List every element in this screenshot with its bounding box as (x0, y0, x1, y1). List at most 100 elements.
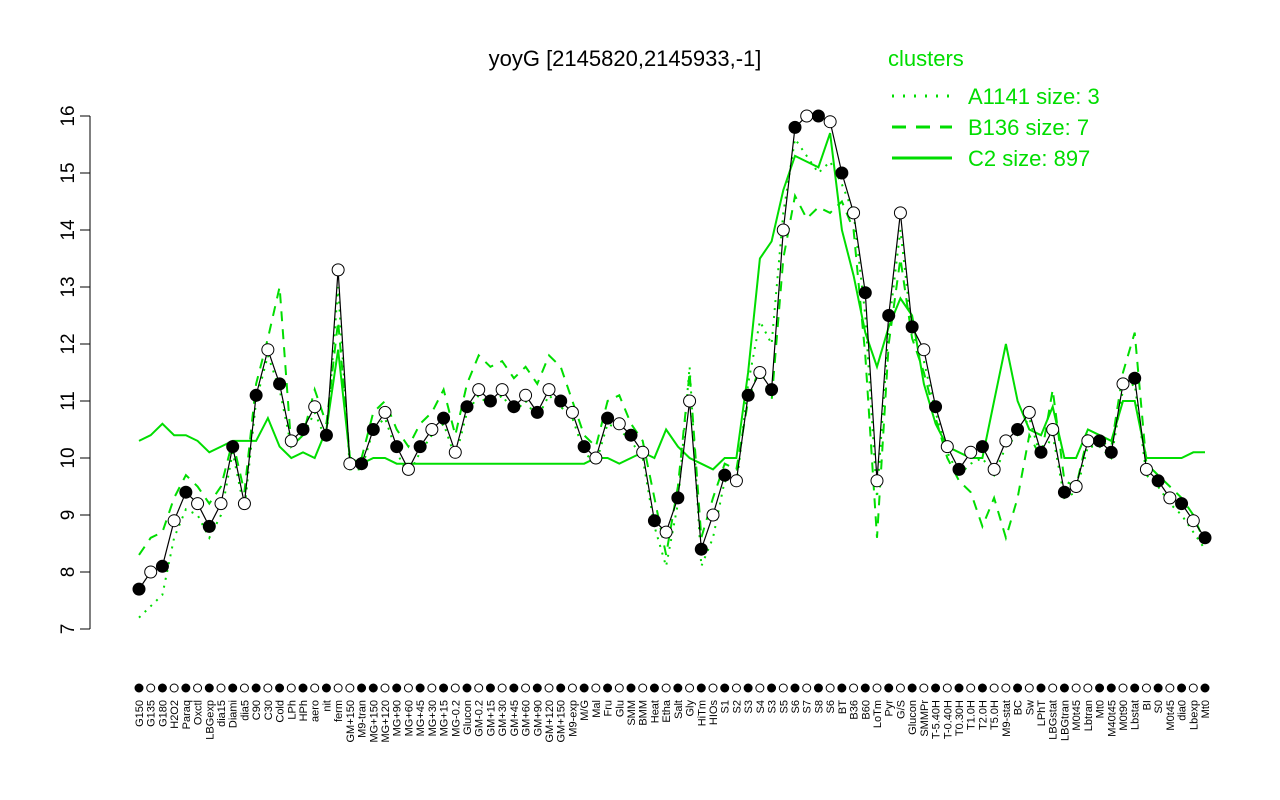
data-point (155, 559, 169, 573)
rug-point (216, 683, 226, 693)
data-point (694, 542, 708, 556)
y-tick-label: 14 (58, 219, 79, 241)
rug-point (380, 683, 390, 693)
x-tick-label: dia15 (216, 700, 228, 727)
data-point (741, 388, 755, 402)
data-point (401, 462, 415, 476)
legend-entry-c2: C2 size: 897 (968, 146, 1090, 171)
data-point (765, 383, 779, 397)
x-tick-label: Gly (685, 700, 697, 717)
x-tick-label: B36 (849, 700, 861, 720)
x-tick-label: M0t45 (1071, 700, 1083, 731)
data-point (413, 440, 427, 454)
data-point (1081, 434, 1095, 448)
y-tick-label: 11 (58, 391, 79, 411)
data-point (366, 423, 380, 436)
data-point (1093, 434, 1107, 448)
data-point (1186, 514, 1200, 528)
data-point (425, 423, 439, 436)
rug-point (1177, 683, 1187, 693)
x-tick-label: Cold (275, 700, 287, 723)
data-point (296, 423, 310, 436)
data-point (355, 457, 369, 471)
x-tick-label: LBGexp (204, 700, 216, 740)
rug-point (603, 683, 613, 693)
rug-point (591, 683, 601, 693)
data-point (964, 445, 978, 459)
data-point (1175, 497, 1189, 511)
y-tick-label: 9 (58, 510, 79, 521)
x-tick-label: Salt (673, 700, 685, 719)
data-point (144, 565, 158, 579)
rug-point (415, 683, 425, 693)
rug-point (708, 683, 718, 693)
rug-point (239, 683, 249, 693)
data-point (1034, 445, 1048, 459)
data-point (273, 377, 287, 391)
x-tick-labels: G150 G135 G180 H2O2 Paraq Oxctl LBGexp dia15 Dia… (134, 699, 1212, 742)
x-tick-label: C30 (263, 700, 275, 720)
x-tick-label: G/S (895, 700, 907, 719)
data-point (589, 451, 603, 465)
data-point (437, 411, 451, 425)
rug-point (392, 683, 402, 693)
rug-point (1083, 683, 1093, 693)
x-tick-label: Lbexp (1188, 700, 1200, 730)
x-tick-label: C90 (251, 700, 263, 720)
x-tick-label: HPh (298, 700, 310, 721)
x-tick-label: T5.0H (989, 700, 1001, 730)
x-tick-label: Lbstat (1130, 700, 1142, 730)
rug-point (146, 683, 156, 693)
data-point (519, 388, 533, 402)
data-point (565, 405, 579, 419)
x-tick-label: Pyr (884, 700, 896, 717)
x-tick-label: Mal (591, 700, 603, 718)
rug-point (532, 683, 542, 693)
x-tick-label: GM+30 (497, 700, 509, 736)
rug-point (298, 683, 308, 693)
x-tick-label: ferm (333, 700, 345, 722)
data-point (554, 394, 568, 408)
rug-point (813, 683, 823, 693)
x-tick-label: GM-0.2 (474, 700, 486, 737)
rug-point (579, 683, 589, 693)
rug-point (193, 683, 203, 693)
chart-title: yoyG [2145820,2145933,-1] (489, 46, 762, 71)
rug-point (403, 683, 413, 693)
data-point (530, 405, 544, 419)
x-tick-label: S6 (825, 700, 837, 713)
data-point (1151, 474, 1165, 488)
data-point (448, 445, 462, 459)
data-point (191, 497, 205, 511)
x-tick-label: S3 (767, 700, 779, 713)
x-tick-label: BI (1141, 700, 1153, 710)
x-tick-label: Fru (603, 700, 615, 717)
rug-point (544, 683, 554, 693)
rug-point (790, 683, 800, 693)
x-tick-label: BC (1013, 700, 1025, 715)
rug-point (567, 683, 577, 693)
x-tick-label: Sw (1024, 700, 1036, 715)
x-tick-label: Etha (661, 699, 673, 723)
data-point (132, 582, 146, 596)
x-tick-label: S1 (720, 700, 732, 713)
y-tick-label: 8 (58, 567, 79, 578)
data-point (893, 206, 907, 220)
data-point (811, 109, 825, 123)
data-point (1128, 371, 1142, 385)
rug-point (345, 683, 355, 693)
data-point (542, 383, 556, 397)
data-points (132, 109, 1212, 596)
x-tick-label: BT (837, 700, 849, 714)
x-tick-label: M40t45 (1106, 700, 1118, 737)
data-point (1116, 377, 1130, 391)
rug-point (275, 683, 285, 693)
legend: clusters A1141 size: 3 B136 size: 7 C2 s… (888, 46, 1100, 171)
rug-point (743, 683, 753, 693)
data-point (1011, 423, 1025, 436)
x-tick-label: GM+15 (485, 700, 497, 736)
y-tick-label: 12 (58, 333, 79, 354)
data-point (647, 514, 661, 528)
rug-point (1095, 683, 1105, 693)
legend-entry-b136: B136 size: 7 (968, 115, 1089, 140)
